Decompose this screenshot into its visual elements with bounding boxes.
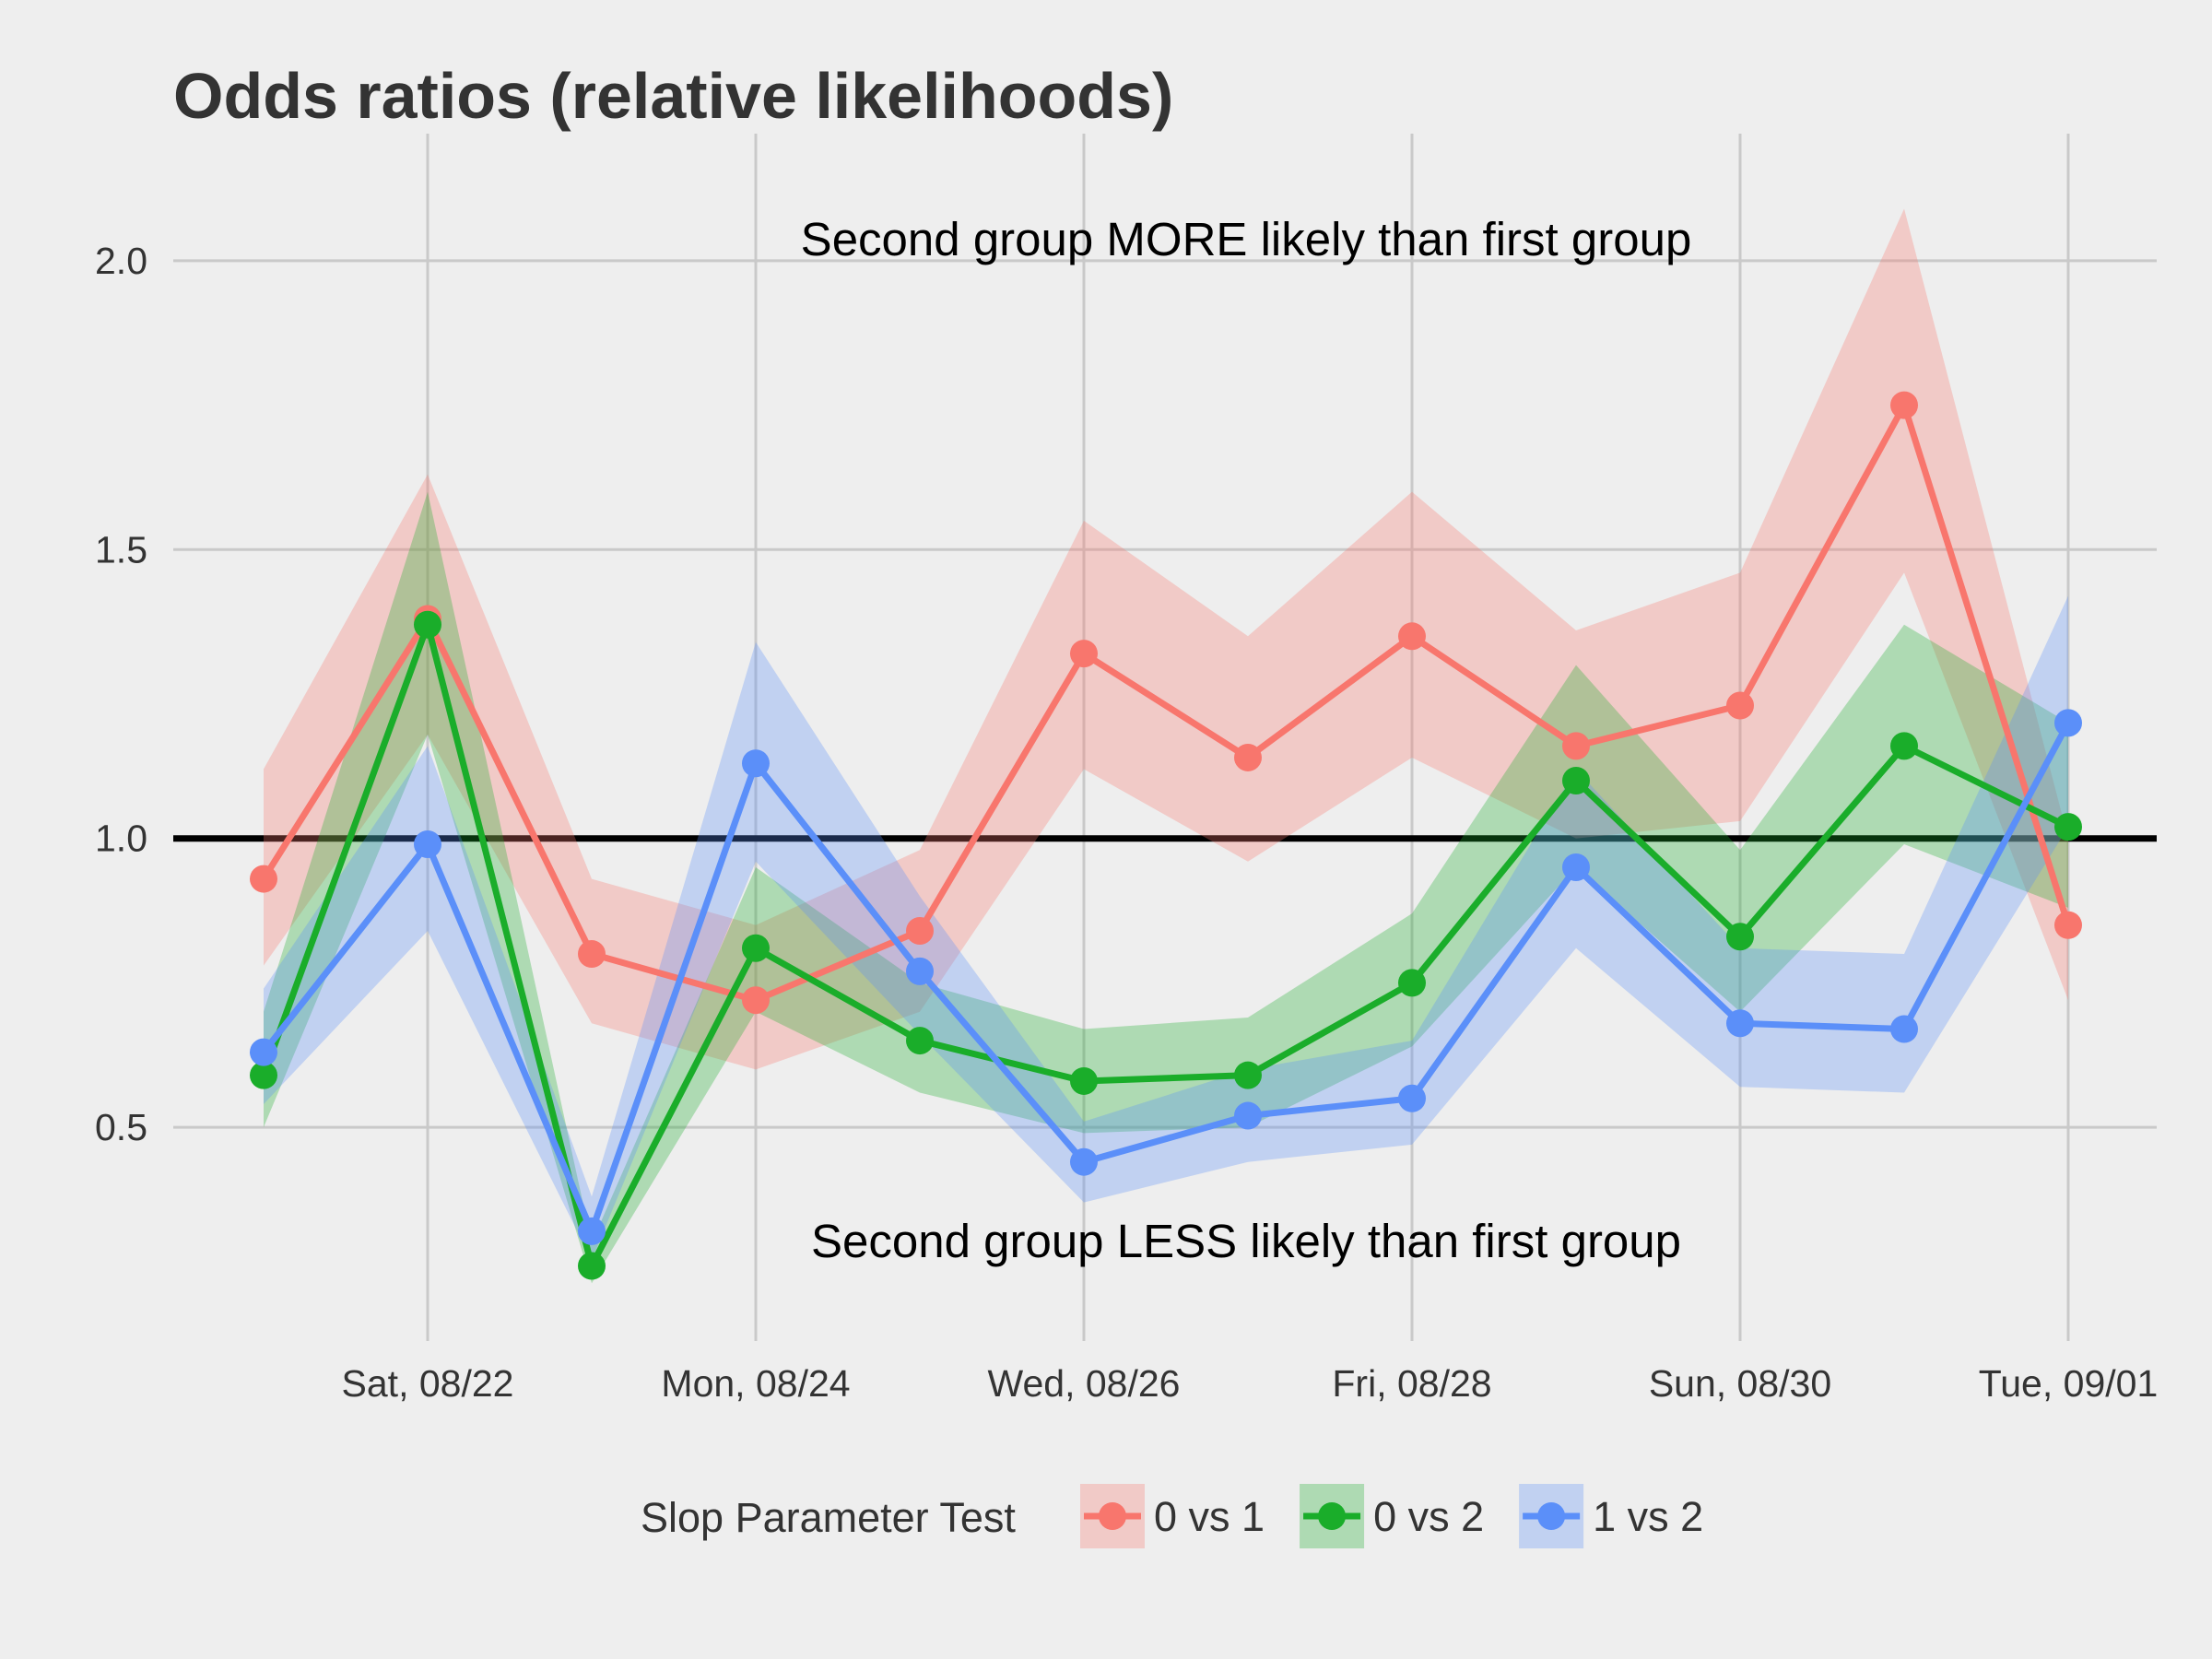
point-0-vs-2-08-30 — [1726, 923, 1754, 951]
legend-label-0-vs-2: 0 vs 2 — [1373, 1493, 1484, 1540]
point-0-vs-1-08-26 — [1070, 640, 1098, 668]
point-0-vs-1-08-30 — [1726, 691, 1754, 720]
y-tick-label-1-0: 1.0 — [95, 818, 147, 860]
point-1-vs-2-08-25 — [906, 957, 934, 985]
series-line-0-vs-1 — [261, 402, 2072, 1004]
point-0-vs-2-08-31 — [1890, 732, 1918, 760]
point-0-vs-2-08-27 — [1234, 1061, 1262, 1089]
point-1-vs-2-08-28 — [1398, 1084, 1426, 1112]
point-0-vs-2-08-24 — [742, 934, 770, 962]
annotation-upper: Second group MORE likely than first grou… — [801, 213, 1692, 265]
point-0-vs-2-08-26 — [1070, 1066, 1098, 1095]
legend: Slop Parameter Test 0 vs 1 0 vs 2 1 vs 2 — [641, 1484, 1703, 1548]
x-tick-label-08-26: Wed, 08/26 — [988, 1362, 1181, 1405]
point-1-vs-2-08-21 — [250, 1038, 277, 1066]
legend-title: Slop Parameter Test — [641, 1494, 1016, 1541]
legend-item-0-vs-1: 0 vs 1 — [1080, 1484, 1265, 1548]
point-1-vs-2-08-30 — [1726, 1009, 1754, 1038]
point-0-vs-2-08-21 — [250, 1061, 277, 1089]
legend-item-1-vs-2: 1 vs 2 — [1519, 1484, 1703, 1548]
point-1-vs-2-08-29 — [1562, 853, 1590, 882]
point-0-vs-1-08-27 — [1234, 743, 1262, 771]
point-0-vs-1-08-25 — [906, 916, 934, 945]
point-1-vs-2-09-01 — [2054, 709, 2082, 737]
x-tick-label-08-30: Sun, 08/30 — [1649, 1362, 1831, 1405]
chart-title: Odds ratios (relative likelihoods) — [173, 60, 1173, 132]
point-0-vs-1-08-31 — [1890, 391, 1918, 419]
point-0-vs-1-09-01 — [2054, 911, 2082, 939]
point-0-vs-1-08-29 — [1562, 732, 1590, 760]
annotation-lower: Second group LESS likely than first grou… — [811, 1215, 1681, 1267]
legend-key-point-0-vs-2 — [1318, 1502, 1347, 1530]
ribbon-0-vs-1 — [264, 208, 2068, 1070]
legend-item-0-vs-2: 0 vs 2 — [1300, 1484, 1484, 1548]
ribbon-1-vs-2 — [264, 595, 2068, 1261]
x-tick-label-08-22: Sat, 08/22 — [342, 1362, 514, 1405]
legend-label-0-vs-1: 0 vs 1 — [1154, 1493, 1265, 1540]
point-0-vs-2-09-01 — [2054, 813, 2082, 841]
point-1-vs-2-08-26 — [1070, 1147, 1098, 1176]
y-tick-label-0-5: 0.5 — [95, 1106, 147, 1148]
legend-label-1-vs-2: 1 vs 2 — [1593, 1493, 1703, 1540]
confidence-ribbons — [264, 208, 2068, 1284]
point-1-vs-2-08-27 — [1234, 1101, 1262, 1130]
y-tick-label-1-5: 1.5 — [95, 528, 147, 571]
ribbon-0-vs-2 — [264, 491, 2068, 1284]
point-0-vs-1-08-28 — [1398, 622, 1426, 651]
series-line-1-vs-2 — [261, 721, 2072, 1235]
y-axis-tick-labels: 0.5 1.0 1.5 2.0 — [95, 240, 147, 1148]
point-1-vs-2-08-23 — [578, 1217, 606, 1245]
point-0-vs-1-08-23 — [578, 940, 606, 969]
x-tick-label-09-01: Tue, 09/01 — [1979, 1362, 2159, 1405]
x-tick-label-08-28: Fri, 08/28 — [1332, 1362, 1491, 1405]
y-tick-label-2-0: 2.0 — [95, 240, 147, 282]
legend-items: 0 vs 1 0 vs 2 1 vs 2 — [1080, 1484, 1703, 1548]
series-points — [250, 391, 2082, 1280]
point-1-vs-2-08-24 — [742, 749, 770, 778]
point-0-vs-2-08-22 — [414, 610, 441, 639]
point-0-vs-1-08-21 — [250, 865, 277, 893]
point-0-vs-1-08-24 — [742, 986, 770, 1015]
legend-key-point-0-vs-1 — [1099, 1502, 1126, 1530]
point-0-vs-2-08-23 — [578, 1252, 606, 1280]
x-tick-label-08-24: Mon, 08/24 — [661, 1362, 850, 1405]
point-0-vs-2-08-29 — [1562, 767, 1590, 795]
legend-key-point-1-vs-2 — [1537, 1502, 1566, 1530]
series-lines — [260, 402, 2072, 1270]
point-1-vs-2-08-22 — [414, 830, 441, 858]
point-0-vs-2-08-25 — [906, 1027, 934, 1055]
point-1-vs-2-08-31 — [1890, 1015, 1918, 1043]
point-0-vs-2-08-28 — [1398, 969, 1426, 997]
x-axis-tick-labels: Sat, 08/22 Mon, 08/24 Wed, 08/26 Fri, 08/28… — [342, 1362, 2159, 1405]
